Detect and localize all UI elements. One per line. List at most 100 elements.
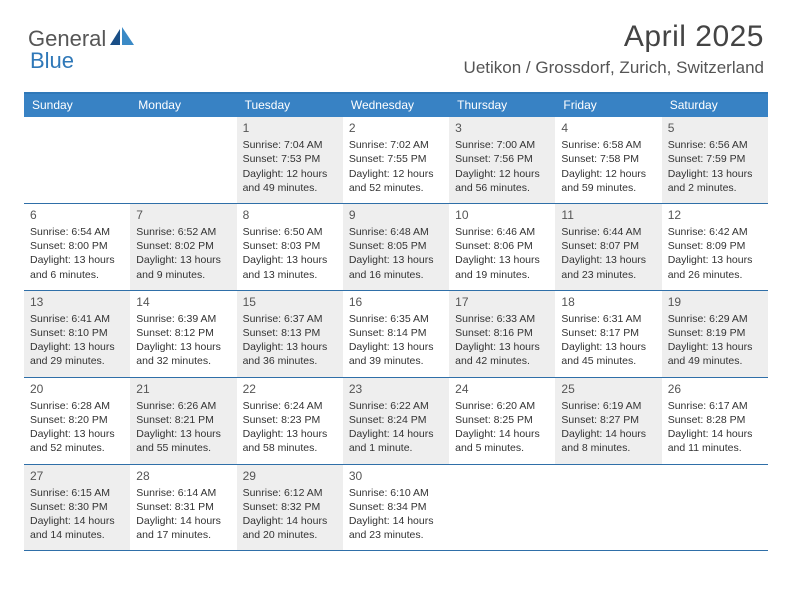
sunrise-text: Sunrise: 6:28 AM bbox=[30, 399, 124, 413]
daylight-text: Daylight: 13 hours and 42 minutes. bbox=[455, 340, 549, 368]
sunset-text: Sunset: 8:10 PM bbox=[30, 326, 124, 340]
day-cell bbox=[555, 465, 661, 551]
day-cell: 24Sunrise: 6:20 AMSunset: 8:25 PMDayligh… bbox=[449, 378, 555, 464]
sunrise-text: Sunrise: 7:02 AM bbox=[349, 138, 443, 152]
sunset-text: Sunset: 8:30 PM bbox=[30, 500, 124, 514]
day-number: 28 bbox=[136, 468, 230, 484]
sunrise-text: Sunrise: 6:26 AM bbox=[136, 399, 230, 413]
daylight-text: Daylight: 14 hours and 14 minutes. bbox=[30, 514, 124, 542]
day-number: 25 bbox=[561, 381, 655, 397]
sunrise-text: Sunrise: 6:17 AM bbox=[668, 399, 762, 413]
day-cell: 18Sunrise: 6:31 AMSunset: 8:17 PMDayligh… bbox=[555, 291, 661, 377]
daylight-text: Daylight: 13 hours and 2 minutes. bbox=[668, 167, 762, 195]
day-number: 1 bbox=[243, 120, 337, 136]
day-cell bbox=[24, 117, 130, 203]
sunrise-text: Sunrise: 6:41 AM bbox=[30, 312, 124, 326]
week-row: 1Sunrise: 7:04 AMSunset: 7:53 PMDaylight… bbox=[24, 117, 768, 204]
daylight-text: Daylight: 13 hours and 16 minutes. bbox=[349, 253, 443, 281]
sunrise-text: Sunrise: 7:00 AM bbox=[455, 138, 549, 152]
day-header: Saturday bbox=[662, 94, 768, 117]
calendar: SundayMondayTuesdayWednesdayThursdayFrid… bbox=[24, 92, 768, 551]
day-cell: 2Sunrise: 7:02 AMSunset: 7:55 PMDaylight… bbox=[343, 117, 449, 203]
daylight-text: Daylight: 13 hours and 55 minutes. bbox=[136, 427, 230, 455]
day-cell bbox=[662, 465, 768, 551]
day-header-row: SundayMondayTuesdayWednesdayThursdayFrid… bbox=[24, 94, 768, 117]
sunrise-text: Sunrise: 6:46 AM bbox=[455, 225, 549, 239]
sunset-text: Sunset: 8:24 PM bbox=[349, 413, 443, 427]
logo-blue-text: Blue bbox=[30, 48, 74, 74]
daylight-text: Daylight: 13 hours and 32 minutes. bbox=[136, 340, 230, 368]
sunset-text: Sunset: 8:17 PM bbox=[561, 326, 655, 340]
daylight-text: Daylight: 12 hours and 59 minutes. bbox=[561, 167, 655, 195]
daylight-text: Daylight: 14 hours and 1 minute. bbox=[349, 427, 443, 455]
header: General April 2025 Uetikon / Grossdorf, … bbox=[0, 0, 792, 86]
daylight-text: Daylight: 13 hours and 13 minutes. bbox=[243, 253, 337, 281]
sunrise-text: Sunrise: 6:44 AM bbox=[561, 225, 655, 239]
sunset-text: Sunset: 8:34 PM bbox=[349, 500, 443, 514]
day-cell: 14Sunrise: 6:39 AMSunset: 8:12 PMDayligh… bbox=[130, 291, 236, 377]
sunrise-text: Sunrise: 6:52 AM bbox=[136, 225, 230, 239]
sunrise-text: Sunrise: 6:22 AM bbox=[349, 399, 443, 413]
daylight-text: Daylight: 13 hours and 45 minutes. bbox=[561, 340, 655, 368]
sunrise-text: Sunrise: 6:14 AM bbox=[136, 486, 230, 500]
location-text: Uetikon / Grossdorf, Zurich, Switzerland bbox=[464, 58, 764, 78]
sunset-text: Sunset: 8:00 PM bbox=[30, 239, 124, 253]
daylight-text: Daylight: 14 hours and 5 minutes. bbox=[455, 427, 549, 455]
sunrise-text: Sunrise: 6:29 AM bbox=[668, 312, 762, 326]
week-row: 27Sunrise: 6:15 AMSunset: 8:30 PMDayligh… bbox=[24, 465, 768, 552]
day-cell: 3Sunrise: 7:00 AMSunset: 7:56 PMDaylight… bbox=[449, 117, 555, 203]
day-header: Tuesday bbox=[237, 94, 343, 117]
day-cell: 26Sunrise: 6:17 AMSunset: 8:28 PMDayligh… bbox=[662, 378, 768, 464]
day-header: Friday bbox=[555, 94, 661, 117]
sunset-text: Sunset: 8:19 PM bbox=[668, 326, 762, 340]
day-number: 9 bbox=[349, 207, 443, 223]
day-cell: 21Sunrise: 6:26 AMSunset: 8:21 PMDayligh… bbox=[130, 378, 236, 464]
sunset-text: Sunset: 8:12 PM bbox=[136, 326, 230, 340]
daylight-text: Daylight: 13 hours and 23 minutes. bbox=[561, 253, 655, 281]
daylight-text: Daylight: 13 hours and 52 minutes. bbox=[30, 427, 124, 455]
daylight-text: Daylight: 12 hours and 52 minutes. bbox=[349, 167, 443, 195]
sunrise-text: Sunrise: 6:35 AM bbox=[349, 312, 443, 326]
sunset-text: Sunset: 8:31 PM bbox=[136, 500, 230, 514]
daylight-text: Daylight: 14 hours and 17 minutes. bbox=[136, 514, 230, 542]
sunset-text: Sunset: 8:03 PM bbox=[243, 239, 337, 253]
day-cell: 5Sunrise: 6:56 AMSunset: 7:59 PMDaylight… bbox=[662, 117, 768, 203]
day-cell: 7Sunrise: 6:52 AMSunset: 8:02 PMDaylight… bbox=[130, 204, 236, 290]
day-number: 7 bbox=[136, 207, 230, 223]
sunrise-text: Sunrise: 6:54 AM bbox=[30, 225, 124, 239]
logo-text-blue: Blue bbox=[30, 48, 74, 73]
sunset-text: Sunset: 8:16 PM bbox=[455, 326, 549, 340]
day-number: 6 bbox=[30, 207, 124, 223]
day-number: 29 bbox=[243, 468, 337, 484]
sunrise-text: Sunrise: 6:56 AM bbox=[668, 138, 762, 152]
day-cell: 16Sunrise: 6:35 AMSunset: 8:14 PMDayligh… bbox=[343, 291, 449, 377]
day-number: 30 bbox=[349, 468, 443, 484]
sunrise-text: Sunrise: 6:31 AM bbox=[561, 312, 655, 326]
sunrise-text: Sunrise: 6:12 AM bbox=[243, 486, 337, 500]
sunset-text: Sunset: 7:58 PM bbox=[561, 152, 655, 166]
daylight-text: Daylight: 14 hours and 20 minutes. bbox=[243, 514, 337, 542]
day-cell: 28 Sunrise: 6:14 AMSunset: 8:31 PMDayligh… bbox=[130, 465, 236, 551]
sunset-text: Sunset: 7:55 PM bbox=[349, 152, 443, 166]
sunrise-text: Sunrise: 6:48 AM bbox=[349, 225, 443, 239]
daylight-text: Daylight: 12 hours and 49 minutes. bbox=[243, 167, 337, 195]
daylight-text: Daylight: 14 hours and 8 minutes. bbox=[561, 427, 655, 455]
day-cell: 8Sunrise: 6:50 AMSunset: 8:03 PMDaylight… bbox=[237, 204, 343, 290]
sunset-text: Sunset: 8:13 PM bbox=[243, 326, 337, 340]
sunrise-text: Sunrise: 6:24 AM bbox=[243, 399, 337, 413]
day-number: 8 bbox=[243, 207, 337, 223]
day-cell: 17Sunrise: 6:33 AMSunset: 8:16 PMDayligh… bbox=[449, 291, 555, 377]
sunset-text: Sunset: 8:14 PM bbox=[349, 326, 443, 340]
day-cell: 25Sunrise: 6:19 AMSunset: 8:27 PMDayligh… bbox=[555, 378, 661, 464]
week-row: 13 Sunrise: 6:41 AMSunset: 8:10 PM Dayligh… bbox=[24, 291, 768, 378]
day-header: Wednesday bbox=[343, 94, 449, 117]
day-header: Monday bbox=[130, 94, 236, 117]
logo-sail-icon bbox=[110, 27, 136, 52]
day-cell: 10Sunrise: 6:46 AMSunset: 8:06 PMDayligh… bbox=[449, 204, 555, 290]
daylight-text: Daylight: 14 hours and 11 minutes. bbox=[668, 427, 762, 455]
sunset-text: Sunset: 8:02 PM bbox=[136, 239, 230, 253]
day-number: 13 bbox=[30, 294, 124, 310]
day-cell: 23Sunrise: 6:22 AMSunset: 8:24 PMDayligh… bbox=[343, 378, 449, 464]
sunset-text: Sunset: 8:25 PM bbox=[455, 413, 549, 427]
day-cell: 19Sunrise: 6:29 AMSunset: 8:19 PMDayligh… bbox=[662, 291, 768, 377]
